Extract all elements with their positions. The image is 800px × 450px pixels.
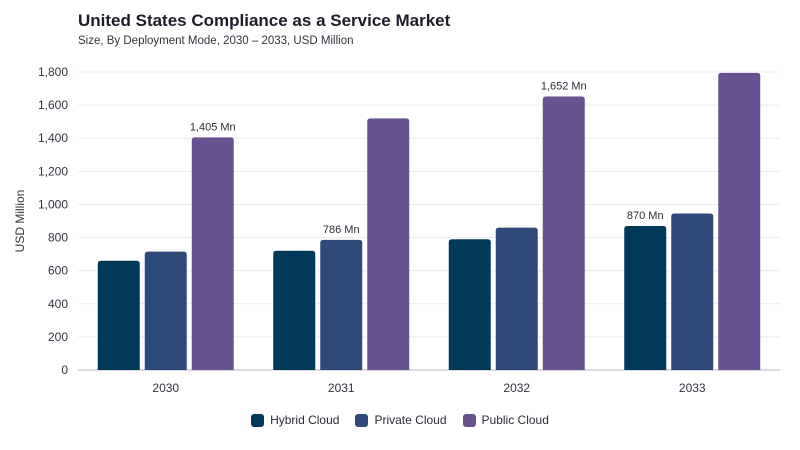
chart-title: United States Compliance as a Service Ma… <box>78 11 451 30</box>
legend-swatch-private-cloud <box>355 413 369 427</box>
legend: Hybrid Cloud Private Cloud Public Cloud <box>0 413 800 427</box>
y-tick-label: 0 <box>61 363 68 377</box>
bar-hybrid-cloud-2030 <box>97 260 140 370</box>
bar-public-cloud-2031 <box>367 118 410 370</box>
legend-label-public-cloud: Public Cloud <box>481 413 549 427</box>
legend-swatch-public-cloud <box>462 413 476 427</box>
data-label-hybrid-cloud-2033: 870 Mn <box>627 210 664 222</box>
y-axis-label: USD Million <box>13 190 27 253</box>
bar-public-cloud-2032 <box>542 96 585 370</box>
bar-private-cloud-2031 <box>320 239 363 370</box>
legend-swatch-hybrid-cloud <box>251 413 265 427</box>
y-tick-label: 200 <box>48 330 68 344</box>
legend-label-hybrid-cloud: Hybrid Cloud <box>270 413 340 427</box>
bar-private-cloud-2033 <box>671 213 714 370</box>
legend-item-public-cloud[interactable]: Public Cloud <box>462 413 549 427</box>
x-tick-label: 2033 <box>679 381 706 395</box>
x-tick-label: 2031 <box>328 381 355 395</box>
y-tick-label: 1,400 <box>38 131 68 145</box>
y-tick-label: 1,200 <box>38 164 68 178</box>
chart-subtitle: Size, By Deployment Mode, 2030 – 2033, U… <box>78 35 354 47</box>
data-label-public-cloud-2032: 1,652 Mn <box>541 81 587 93</box>
bar-hybrid-cloud-2032 <box>448 239 491 370</box>
data-label-private-cloud-2031: 786 Mn <box>323 224 360 236</box>
legend-item-hybrid-cloud[interactable]: Hybrid Cloud <box>251 413 339 427</box>
y-tick-label: 800 <box>48 231 68 245</box>
x-tick-label: 2030 <box>152 381 179 395</box>
bar-private-cloud-2030 <box>144 251 187 370</box>
legend-label-private-cloud: Private Cloud <box>374 413 447 427</box>
y-tick-label: 1,600 <box>38 98 68 112</box>
bar-private-cloud-2032 <box>495 227 538 370</box>
bar-hybrid-cloud-2031 <box>273 250 316 370</box>
bar-public-cloud-2030 <box>191 137 234 370</box>
data-label-public-cloud-2030: 1,405 Mn <box>190 121 236 133</box>
y-tick-label: 1,000 <box>38 197 68 211</box>
x-tick-label: 2032 <box>503 381 530 395</box>
y-tick-label: 400 <box>48 297 68 311</box>
bar-hybrid-cloud-2033 <box>624 225 667 370</box>
y-tick-label: 600 <box>48 264 68 278</box>
legend-item-private-cloud[interactable]: Private Cloud <box>355 413 447 427</box>
y-tick-label: 1,800 <box>38 65 68 79</box>
bar-public-cloud-2033 <box>718 72 761 371</box>
